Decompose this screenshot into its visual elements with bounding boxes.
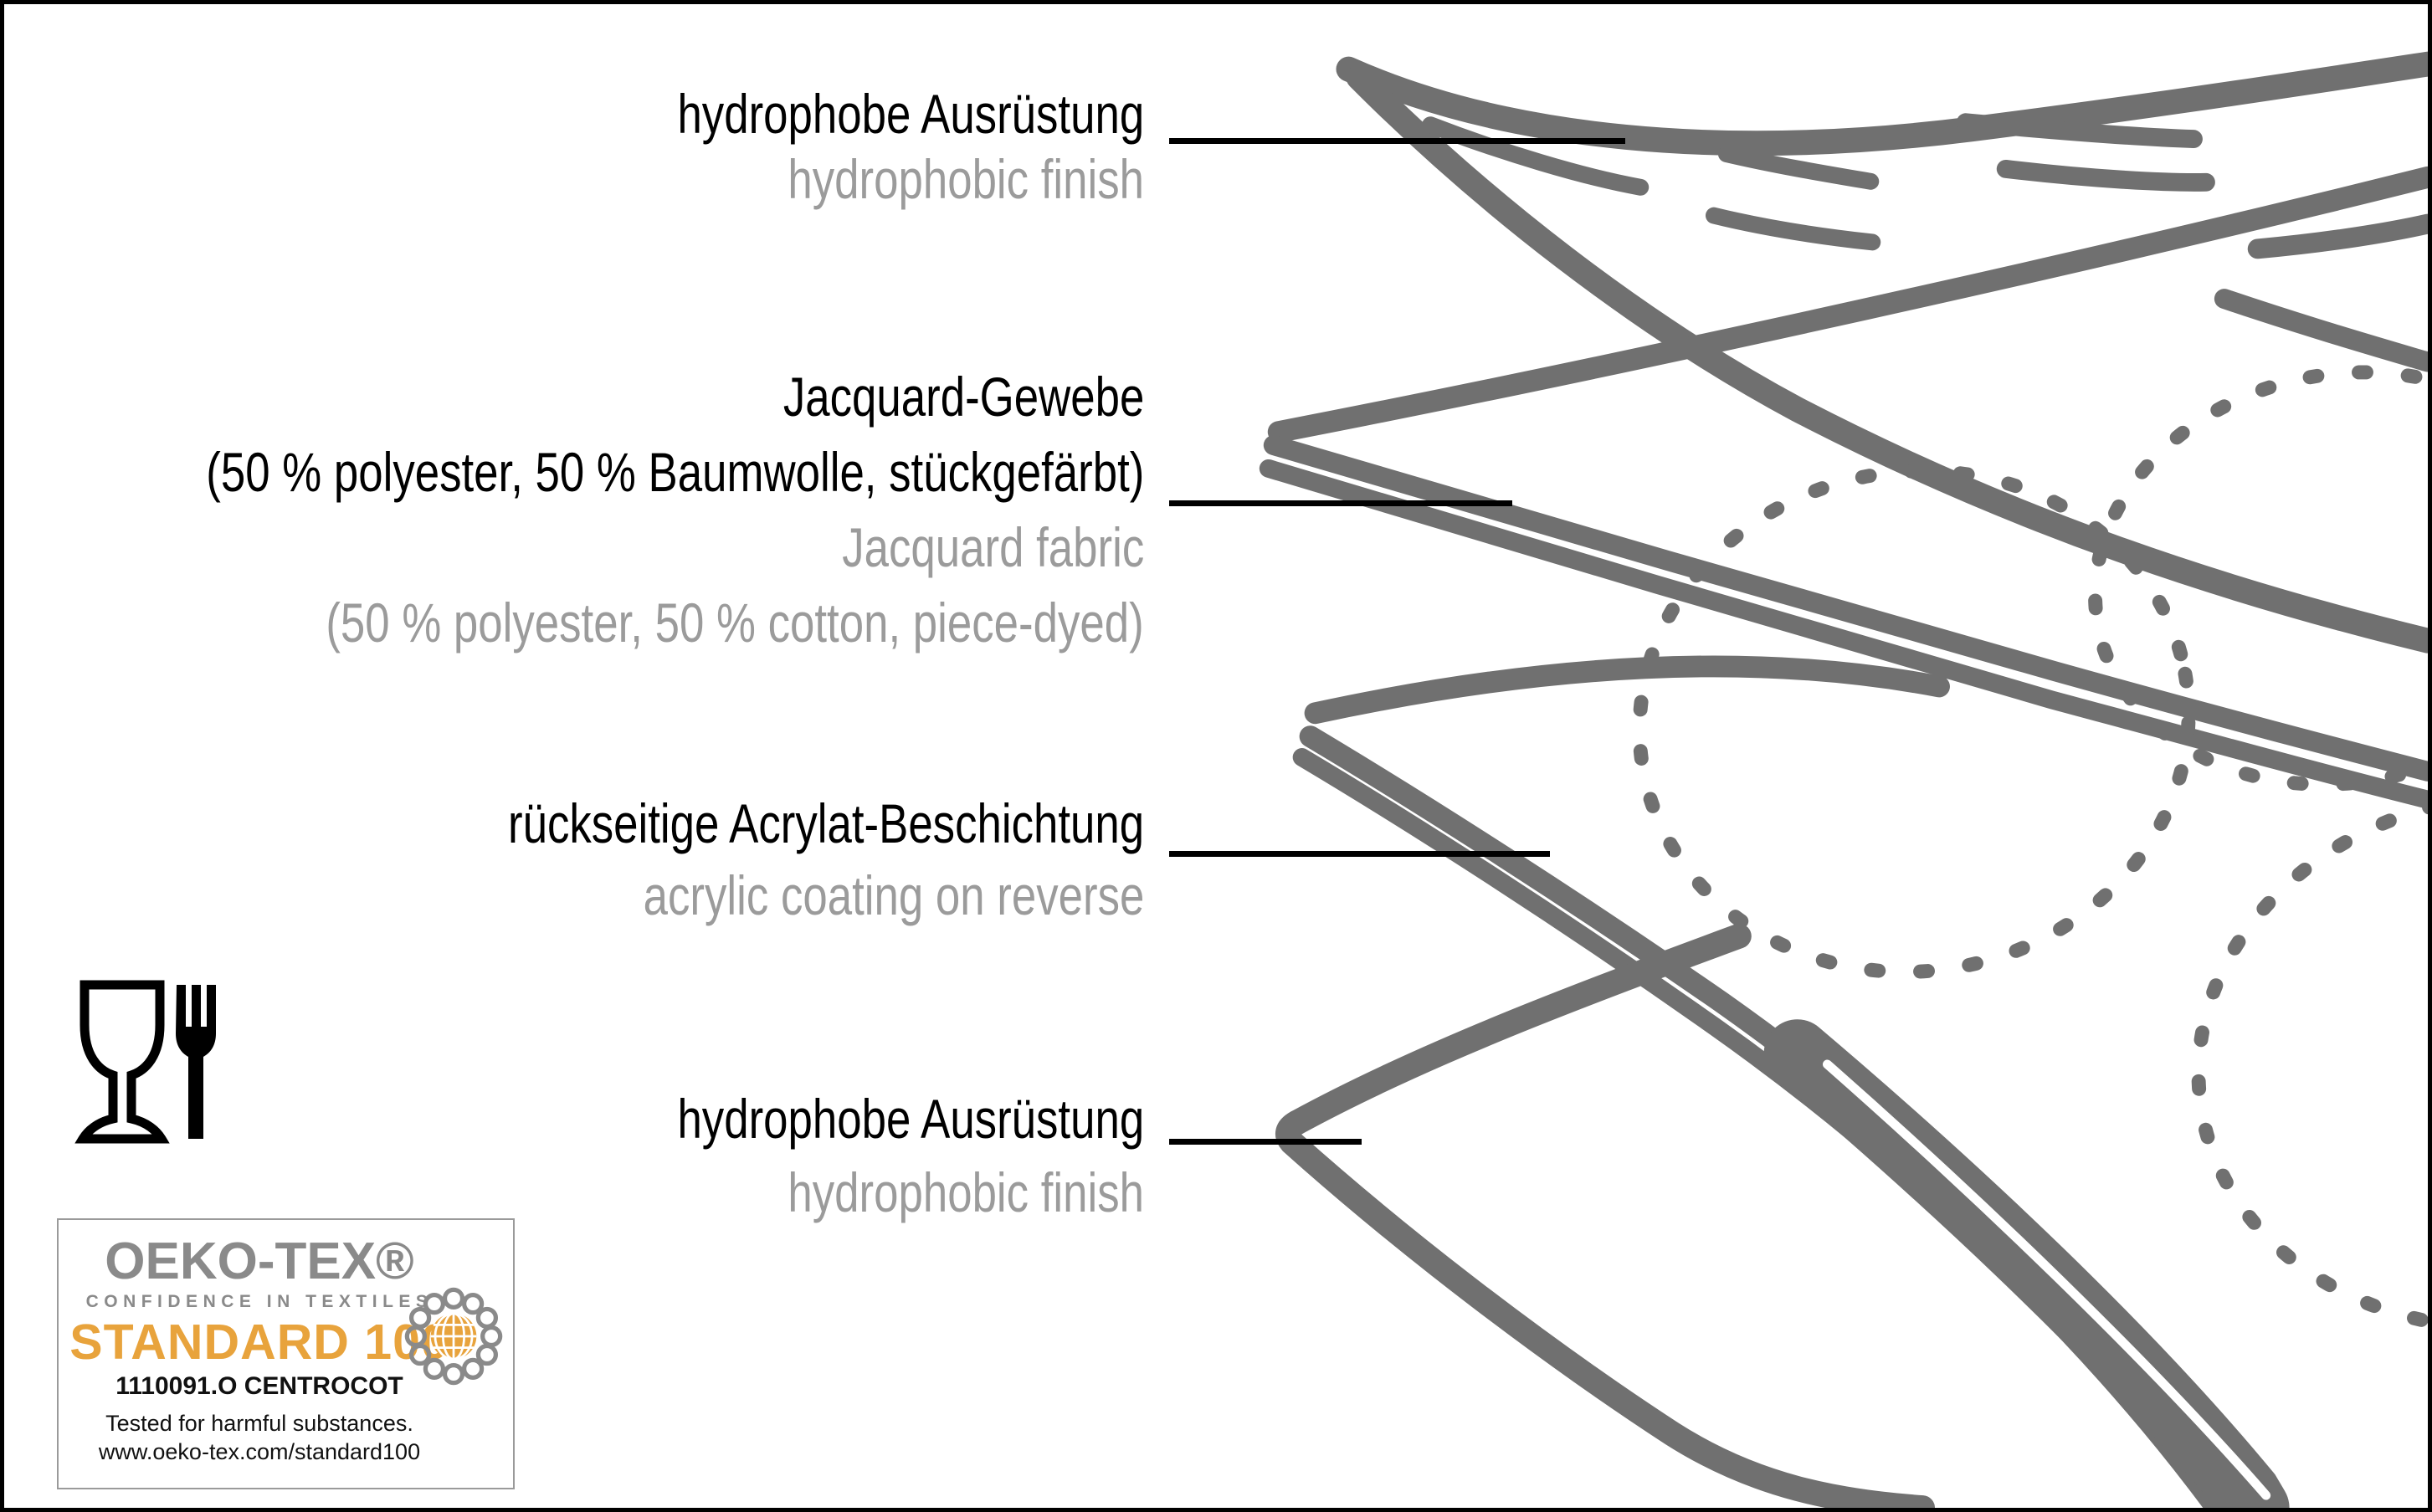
leader-line-layer2 bbox=[1169, 500, 1512, 506]
jacquard-dot-pattern bbox=[1632, 365, 2428, 1335]
leader-line-layer4 bbox=[1169, 1139, 1362, 1145]
label-layer2-german-composition: (50 % polyester, 50 % Baumwolle, stückge… bbox=[205, 441, 1144, 503]
globe-loop-wreath-icon bbox=[404, 1287, 503, 1386]
label-layer4-german: hydrophobe Ausrüstung bbox=[677, 1088, 1144, 1150]
sketch-strokes bbox=[1259, 51, 2428, 1508]
leader-line-layer1 bbox=[1169, 138, 1625, 144]
label-layer1-german: hydrophobe Ausrüstung bbox=[677, 83, 1144, 145]
label-layer1-english: hydrophobic finish bbox=[788, 148, 1144, 210]
oeko-tex-url: www.oeko-tex.com/standard100 bbox=[98, 1439, 421, 1464]
label-layer3-acrylic: rückseitige Acrylat-Beschichtung acrylic… bbox=[349, 787, 1144, 931]
oeko-tex-badge: OEKO-TEX® CONFIDENCE IN TEXTILES STANDAR… bbox=[57, 1218, 515, 1489]
label-layer2-english-name: Jacquard fabric bbox=[842, 516, 1144, 578]
label-layer4-english: hydrophobic finish bbox=[788, 1161, 1144, 1223]
label-layer4-bottom-finish: hydrophobe Ausrüstung hydrophobic finish bbox=[561, 1082, 1144, 1229]
label-layer3-english: acrylic coating on reverse bbox=[643, 864, 1144, 926]
food-safe-glass-fork-icon bbox=[74, 980, 216, 1144]
oeko-tex-standard-100: STANDARD 100 bbox=[69, 1315, 449, 1370]
label-layer1-top-finish: hydrophobe Ausrüstung hydrophobic finish bbox=[561, 81, 1144, 212]
certificate-number: 1110091.O CENTROCOT bbox=[115, 1372, 403, 1400]
tested-note: Tested for harmful substances. bbox=[105, 1411, 413, 1436]
label-layer3-german: rückseitige Acrylat-Beschichtung bbox=[507, 792, 1144, 854]
wine-glass-outline bbox=[74, 980, 170, 1144]
oeko-tex-tagline: CONFIDENCE IN TEXTILES bbox=[85, 1292, 434, 1311]
oeko-tex-brand: OEKO-TEX® bbox=[105, 1233, 414, 1290]
leader-line-layer3 bbox=[1169, 851, 1550, 857]
label-layer2-english-composition: (50 % polyester, 50 % cotton, piece-dyed… bbox=[326, 592, 1144, 653]
label-layer2-german-name: Jacquard-Gewebe bbox=[782, 366, 1144, 428]
fork-glyph bbox=[176, 985, 216, 1139]
fabric-layers-sketch bbox=[1259, 51, 2428, 1508]
label-layer2-jacquard: Jacquard-Gewebe (50 % polyester, 50 % Ba… bbox=[4, 359, 1144, 660]
